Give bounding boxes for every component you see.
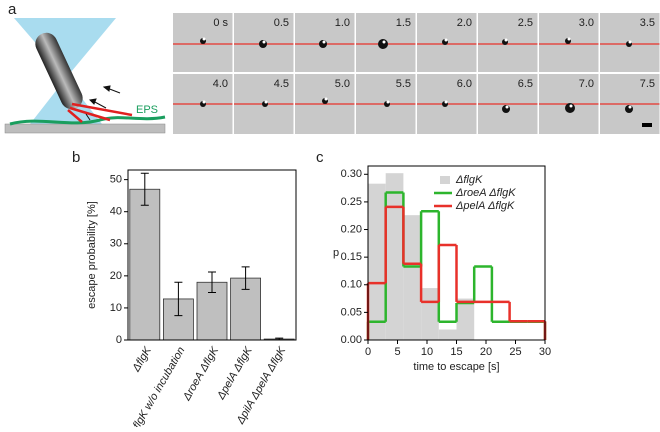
y-tick-label: 0.25	[341, 196, 362, 208]
y-tick-label: 0.00	[341, 334, 362, 346]
time-label: 1.0	[335, 17, 350, 29]
error-bar	[174, 281, 183, 317]
time-label: 7.5	[640, 78, 655, 90]
cell-spot	[378, 39, 388, 49]
y-tick-label: 0.20	[341, 223, 362, 235]
cell-halo	[504, 38, 508, 42]
y-tick-label: 50	[110, 174, 122, 186]
cell-halo	[628, 105, 632, 109]
cell-halo	[505, 105, 509, 109]
time-label: 3.0	[579, 17, 594, 29]
legend-swatch	[440, 176, 450, 184]
time-label: 5.0	[335, 78, 350, 90]
time-label: 2.0	[457, 17, 472, 29]
time-label: 4.0	[213, 78, 228, 90]
x-tick-label: ΔflgK	[130, 344, 154, 374]
panel-label: b	[72, 149, 80, 166]
y-tick-label: 0.15	[341, 251, 362, 263]
x-tick-label: 0	[365, 346, 371, 358]
y-tick-label: 0.05	[341, 306, 362, 318]
y-tick-label: 30	[110, 238, 122, 250]
time-label: 6.5	[518, 78, 533, 90]
hist-bar	[456, 298, 475, 340]
cell-halo	[567, 37, 571, 41]
legend-label: ΔflgK	[455, 174, 483, 186]
cell-halo	[262, 40, 266, 44]
time-label: 2.5	[518, 17, 533, 29]
bar	[129, 188, 161, 341]
legend-label: ΔpelA ΔflgK	[455, 200, 515, 212]
time-label: 0 s	[213, 17, 228, 29]
error-bar	[241, 266, 250, 290]
plot-frame	[367, 165, 546, 341]
cell-halo	[628, 40, 632, 44]
cell-halo	[264, 100, 268, 104]
time-label: 4.5	[274, 78, 289, 90]
cell-halo	[324, 97, 328, 101]
y-tick-label: 10	[110, 302, 122, 314]
x-tick-label: 30	[539, 346, 551, 358]
hist-bar	[421, 288, 439, 340]
hist-bar	[385, 173, 404, 340]
y-tick-label: 20	[110, 270, 122, 282]
time-label: 5.5	[396, 78, 411, 90]
cell-halo	[382, 40, 386, 44]
cell-halo	[444, 100, 448, 104]
y-tick-label: 40	[110, 206, 122, 218]
cell-spot	[565, 103, 575, 113]
error-bar	[208, 271, 216, 294]
time-label: 7.0	[579, 78, 594, 90]
time-label: 1.5	[396, 17, 411, 29]
y-axis-label: escape probability [%]	[86, 201, 98, 309]
time-label: 0.5	[274, 17, 289, 29]
x-tick-label: 20	[480, 346, 492, 358]
cell-halo	[444, 38, 448, 42]
x-tick-label: 25	[509, 346, 521, 358]
x-tick-label: 10	[421, 346, 433, 358]
error-bar	[140, 172, 149, 206]
y-axis-label: p	[333, 247, 339, 259]
panel-label: a	[8, 1, 17, 18]
x-tick-label: 15	[450, 346, 462, 358]
time-label: 6.0	[457, 78, 472, 90]
cell-halo	[569, 104, 573, 108]
x-axis-label: time to escape [s]	[413, 361, 499, 373]
y-tick-label: 0.10	[341, 279, 362, 291]
cell-halo	[386, 100, 390, 104]
y-tick-label: 0.30	[341, 168, 362, 180]
schematic	[4, 18, 166, 134]
legend-label: ΔroeA ΔflgK	[455, 187, 516, 199]
y-tick-label: 0	[116, 334, 122, 346]
scale-bar	[642, 123, 652, 127]
x-tick-label: 5	[394, 346, 400, 358]
eps-label: EPS	[136, 104, 158, 116]
panel-label: c	[316, 149, 324, 166]
hist-bar	[368, 183, 386, 340]
time-label: 3.5	[640, 17, 655, 29]
cell-halo	[322, 40, 326, 44]
hist-bar	[403, 215, 422, 340]
cell-halo	[202, 100, 206, 104]
hist-bar	[438, 329, 457, 340]
cell-halo	[202, 37, 206, 41]
plot-frame	[127, 169, 297, 341]
